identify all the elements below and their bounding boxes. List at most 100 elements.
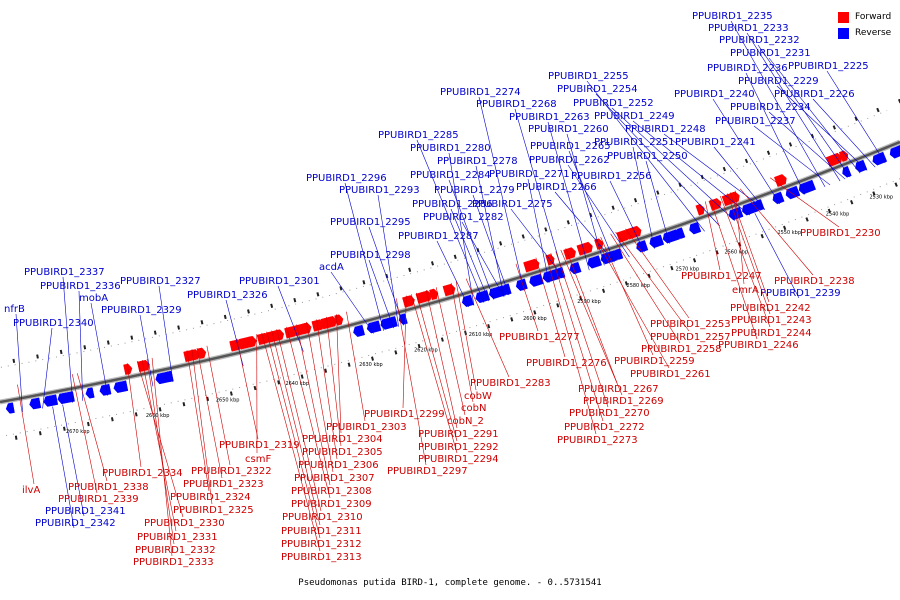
guide-tick: [253, 385, 257, 391]
guide-tick: [130, 335, 134, 340]
forward-gene-label: cobN: [461, 403, 486, 414]
kbp-tick-label: 2640 kbp: [285, 381, 309, 387]
kbp-tick-label: 2580 kbp: [627, 283, 651, 289]
guide-tick: [134, 412, 138, 417]
reverse-gene-label: PPUBIRD1_2254: [557, 84, 638, 95]
reverse-gene-label: PPUBIRD1_2295: [330, 217, 411, 228]
guide-tick: [362, 280, 366, 285]
forward-gene-label: PPUBIRD1_2276: [526, 358, 607, 369]
reverse-gene: [29, 397, 42, 410]
forward-gene-label: PPUBIRD1_2269: [583, 396, 664, 407]
guide-tick: [521, 234, 525, 239]
forward-leader-line: [435, 287, 466, 416]
legend-reverse: Reverse: [838, 25, 891, 41]
reverse-leader-line: [554, 191, 615, 263]
reverse-gene-label: PPUBIRD1_2240: [674, 89, 755, 100]
legend-forward: Forward: [838, 9, 891, 25]
guide-tick: [200, 320, 204, 325]
forward-gene-label: PPUBIRD1_2253: [650, 319, 731, 330]
forward-leader-line: [550, 252, 604, 422]
reverse-gene: [785, 185, 801, 200]
forward-leader-line: [729, 192, 770, 303]
forward-gene: [695, 204, 705, 216]
forward-leader-line: [425, 290, 458, 429]
reverse-leader-line: [713, 146, 766, 210]
forward-gene-label: PPUBIRD1_2307: [294, 473, 375, 484]
reverse-leader-line: [478, 96, 525, 291]
reverse-gene-label: PPUBIRD1_2275: [472, 199, 553, 210]
reverse-gene: [636, 240, 649, 253]
forward-gene-label: PPUBIRD1_2273: [557, 435, 638, 446]
guide-tick: [247, 309, 250, 314]
reverse-gene: [569, 261, 582, 275]
reverse-leader-line: [776, 85, 868, 171]
reverse-gene-label: PPUBIRD1_2234: [730, 102, 811, 113]
guide-tick: [827, 208, 832, 214]
kbp-tick-label: 2650 kbp: [216, 397, 240, 403]
forward-leader-line: [17, 384, 35, 485]
forward-gene-label: PPUBIRD1_2324: [170, 492, 251, 503]
guide-tick: [347, 362, 351, 367]
forward-leader-line: [545, 254, 597, 435]
forward-leader-line: [450, 282, 474, 403]
guide-tick: [633, 197, 638, 203]
forward-gene-label: PPUBIRD1_2313: [281, 552, 362, 563]
guide-tick: [760, 233, 764, 239]
guide-tick: [589, 212, 593, 218]
reverse-leader-line: [645, 160, 670, 244]
guide-tick: [206, 396, 210, 402]
forward-leader-line: [77, 373, 108, 482]
guide-tick: [38, 431, 42, 436]
forward-leader-line: [271, 330, 321, 526]
guide-tick: [293, 297, 297, 303]
forward-leader-line: [600, 236, 654, 356]
forward-leader-line: [206, 345, 231, 466]
forward-leader-line: [316, 319, 338, 460]
forward-leader-line: [72, 374, 98, 494]
reverse-gene: [676, 227, 686, 239]
reverse-gene: [855, 159, 868, 173]
guide-tick: [453, 254, 457, 260]
guide-tick: [487, 324, 491, 329]
reverse-leader-line: [450, 208, 490, 302]
forward-gene-label: PPUBIRD1_2294: [418, 454, 499, 465]
reverse-leader-line: [277, 285, 304, 352]
guide-tick: [385, 273, 389, 279]
reverse-gene-label: PPUBIRD1_2327: [120, 276, 201, 287]
forward-leader-line: [769, 177, 840, 228]
guide-tick: [894, 182, 898, 187]
reverse-gene-label: PPUBIRD1_2298: [330, 250, 411, 261]
guide-tick: [86, 421, 90, 427]
forward-gene: [625, 225, 642, 240]
forward-gene-label: PPUBIRD1_2267: [578, 384, 659, 395]
forward-leader-line: [595, 238, 670, 369]
reverse-gene: [366, 320, 382, 334]
forward-gene-label: cobW: [464, 391, 492, 402]
reverse-gene-label: acdA: [319, 262, 344, 273]
guide-tick: [602, 288, 606, 294]
forward-gene-label: ilvA: [22, 485, 40, 496]
forward-gene-label: PPUBIRD1_2322: [191, 466, 272, 477]
reverse-gene: [57, 391, 75, 405]
forward-leader-line: [734, 190, 745, 285]
forward-leader-line: [336, 314, 342, 434]
forward-leader-line: [739, 188, 814, 276]
reverse-gene-label: PPUBIRD1_2251: [594, 137, 675, 148]
reverse-gene-label: PPUBIRD1_2225: [788, 61, 869, 72]
reverse-leader-line: [826, 70, 886, 164]
forward-gene: [429, 288, 439, 301]
reverse-gene-label: PPUBIRD1_2296: [306, 173, 387, 184]
reverse-gene: [461, 294, 474, 307]
guide-tick: [110, 417, 114, 422]
reverse-leader-line: [514, 108, 565, 279]
forward-gene-label: PPUBIRD1_2310: [282, 512, 363, 523]
guide-tick: [499, 241, 503, 246]
forward-leader-line: [151, 357, 173, 557]
forward-gene-label: PPUBIRD1_2257: [650, 332, 731, 343]
reverse-leader-line: [62, 404, 85, 517]
forward-leader-line: [610, 233, 681, 344]
forward-leader-line: [306, 321, 334, 473]
reverse-gene-label: PPUBIRD1_2260: [528, 124, 609, 135]
reverse-gene-label: PPUBIRD1_2284: [410, 170, 491, 181]
guide-lower: [0, 110, 888, 368]
